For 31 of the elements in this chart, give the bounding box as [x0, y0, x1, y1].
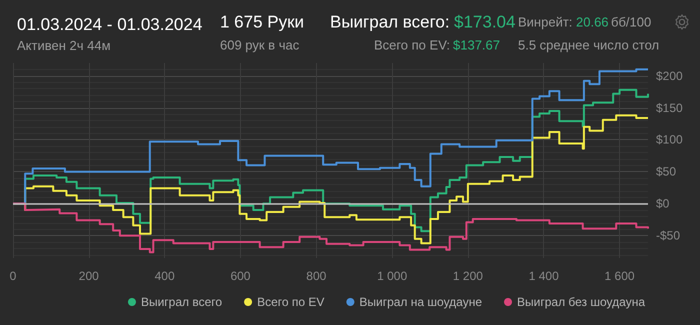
x-tick-label: 200 [78, 269, 100, 283]
x-tick-label: 0 [10, 269, 17, 283]
y-tick-label: $150 [656, 100, 684, 115]
text: бб/100 [611, 14, 652, 30]
y-tick-label: -$50 [656, 228, 680, 243]
x-tick-label: 400 [154, 269, 175, 283]
text: 20.66 [576, 14, 609, 30]
x-tick-label: 1 400 [528, 269, 560, 283]
legend-label: Выиграл всего [140, 295, 222, 309]
x-tick-label: 1 000 [377, 269, 408, 283]
y-tick-label: $100 [656, 132, 684, 147]
text: $173.04 [454, 12, 516, 32]
chart-subtitle: Активен 2ч 44м [17, 38, 111, 53]
text: 609 рук в час [220, 38, 300, 52]
legend-label: Выиграл на шоудауне [359, 295, 482, 309]
x-tick-label: 600 [230, 269, 251, 283]
text: Винрейт: [518, 14, 572, 30]
text: 1 675 Руки [220, 12, 304, 32]
y-tick-label: $0 [656, 196, 670, 211]
y-tick-label: $200 [656, 68, 684, 83]
text: Всего по EV: [374, 38, 450, 52]
text: Выиграл всего: [330, 12, 450, 32]
legend-label: Выиграл без шоудауна [517, 295, 646, 309]
x-tick-label: 800 [306, 269, 327, 283]
legend-label: Всего по EV [257, 295, 324, 309]
text: $137.67 [453, 38, 500, 52]
chart-title: 01.03.2024 - 01.03.2024 [17, 15, 202, 34]
y-tick-label: $50 [656, 164, 676, 179]
text: 5.5 среднее число стол [518, 38, 660, 52]
x-tick-label: 1 600 [604, 269, 635, 283]
x-tick-label: 1 200 [452, 269, 484, 283]
